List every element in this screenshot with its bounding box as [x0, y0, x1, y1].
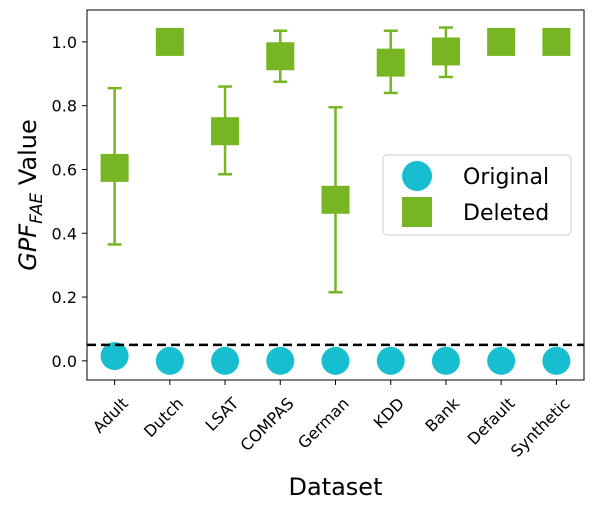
original-marker	[321, 346, 350, 375]
original-marker	[100, 342, 129, 371]
legend-original-marker	[402, 161, 432, 191]
y-tick-label: 0.8	[52, 97, 77, 116]
y-tick-label: 0.0	[52, 352, 77, 371]
deleted-marker	[211, 117, 240, 146]
x-tick-label: LSAT	[201, 394, 242, 435]
legend-deleted-marker	[402, 197, 432, 227]
x-axis-label: Dataset	[289, 473, 383, 501]
y-tick-label: 0.6	[52, 160, 77, 179]
deleted-marker	[155, 27, 184, 56]
x-tick-label: Dutch	[140, 394, 187, 441]
y-tick-label: 0.4	[52, 224, 77, 243]
x-tick-label: Bank	[421, 393, 463, 435]
original-marker	[431, 346, 460, 375]
x-tick-label: KDD	[370, 394, 408, 432]
original-marker	[542, 346, 571, 375]
deleted-marker	[100, 153, 129, 182]
y-tick-label: 0.2	[52, 288, 77, 307]
original-marker	[376, 346, 405, 375]
x-tick-label: COMPAS	[237, 394, 298, 455]
y-tick-label: 1.0	[52, 33, 77, 52]
deleted-marker	[431, 37, 460, 66]
deleted-marker	[321, 185, 350, 214]
x-tick-label: German	[294, 394, 353, 453]
original-marker	[211, 346, 240, 375]
x-tick-label: Synthetic	[507, 394, 574, 461]
y-axis-label: GPFFAE Value	[14, 119, 47, 271]
original-marker	[155, 346, 184, 375]
deleted-marker	[376, 48, 405, 77]
legend-deleted-label: Deleted	[463, 201, 549, 226]
legend-original-label: Original	[463, 165, 549, 190]
deleted-marker	[487, 27, 516, 56]
deleted-marker	[542, 27, 571, 56]
original-marker	[487, 346, 516, 375]
x-tick-label: Adult	[89, 394, 132, 437]
original-marker	[266, 346, 295, 375]
deleted-marker	[266, 42, 295, 71]
x-tick-label: Default	[464, 394, 519, 449]
